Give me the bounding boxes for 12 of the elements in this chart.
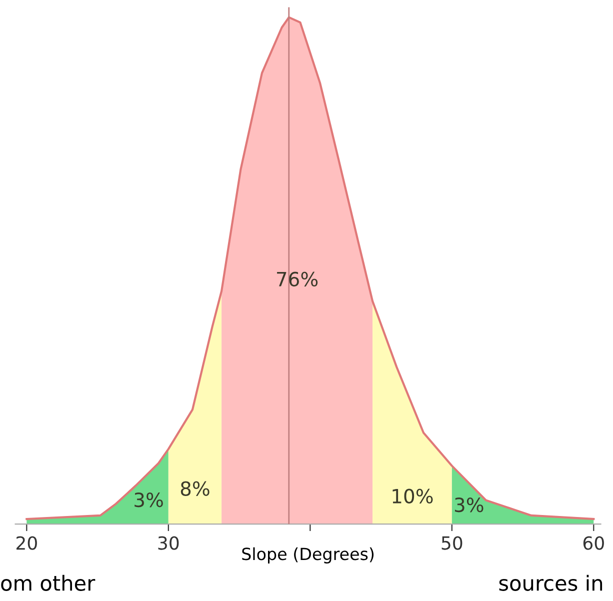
- x-tick-label: 20: [16, 536, 37, 550]
- annotation: 3%: [454, 498, 484, 512]
- annotation: 76%: [277, 272, 318, 286]
- x-tick-label: 30: [158, 536, 179, 550]
- annotation: 10%: [392, 488, 433, 504]
- x-tick-label: 50: [442, 536, 462, 550]
- x-axis-title: Slope (Degrees): [242, 547, 374, 564]
- annotation: 3%: [134, 492, 163, 508]
- x-tick-label: 60: [583, 536, 604, 550]
- text: om other: [1, 574, 96, 591]
- annotation: 8%: [180, 481, 210, 496]
- source-note: sources in: [499, 574, 602, 591]
